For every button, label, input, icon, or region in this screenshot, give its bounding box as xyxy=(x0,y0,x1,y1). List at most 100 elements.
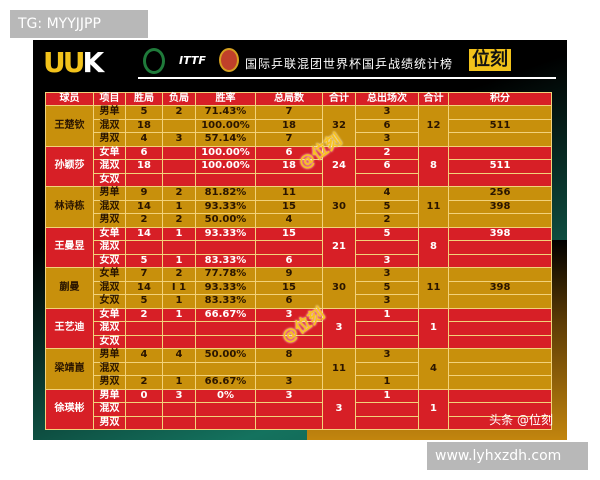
losses-cell: 2 xyxy=(162,267,196,282)
banner: UUK ITTF 国际乒联混团世界杯国乒战绩统计榜 位刻 xyxy=(33,40,567,90)
wins-cell: 6 xyxy=(125,145,163,160)
column-header: 总局数 xyxy=(255,92,323,106)
banner-title: 国际乒联混团世界杯国乒战绩统计榜 xyxy=(245,57,454,71)
points-cell xyxy=(448,267,552,282)
points-cell xyxy=(448,132,552,147)
event-cell: 男单 xyxy=(93,348,126,363)
games-cell: 6 xyxy=(255,253,323,268)
losses-cell xyxy=(162,172,196,187)
wins-cell: 18 xyxy=(125,159,163,174)
appearances-cell xyxy=(355,334,419,349)
table-row: 女双 5 1 83.33% 6 3 xyxy=(46,253,552,268)
event-cell: 男双 xyxy=(93,213,126,228)
win-rate-cell: 50.00% xyxy=(195,348,256,363)
appearances-cell: 3 xyxy=(355,348,419,363)
losses-cell xyxy=(162,118,196,133)
table-row: 蒯曼 女单 7 2 77.78% 9 30 3 11 xyxy=(45,267,552,309)
wins-cell: 5 xyxy=(125,294,163,309)
total-appearances-cell: 4 xyxy=(418,348,449,390)
event-cell: 混双 xyxy=(93,361,126,376)
appearances-cell: 2 xyxy=(355,213,419,228)
table-row: 女双 xyxy=(46,334,552,349)
win-rate-cell: 100.00% xyxy=(195,118,256,133)
table-row: 男双 4 3 57.14% 7 3 xyxy=(46,132,552,147)
losses-cell xyxy=(162,361,196,376)
points-cell: 398 xyxy=(448,280,552,295)
games-cell: 7 xyxy=(255,105,323,120)
uk-logo: UUK xyxy=(43,46,104,79)
world-cup-logo-icon xyxy=(143,48,165,74)
games-cell: 3 xyxy=(255,388,323,403)
player-name: 徐瑛彬 xyxy=(45,388,94,430)
losses-cell: 1 xyxy=(162,253,196,268)
wins-cell: 2 xyxy=(125,307,163,322)
win-rate-cell: 100.00% xyxy=(195,159,256,174)
wins-cell: 18 xyxy=(125,118,163,133)
points-cell xyxy=(448,213,552,228)
total-appearances-cell: 1 xyxy=(418,388,449,430)
event-cell: 男单 xyxy=(93,388,126,403)
win-rate-cell xyxy=(195,402,256,417)
appearances-cell: 6 xyxy=(355,118,419,133)
wins-cell: 14 xyxy=(125,280,163,295)
total-appearances-cell: 8 xyxy=(418,145,449,187)
losses-cell xyxy=(162,240,196,255)
total-games-cell: 3 xyxy=(322,388,356,430)
total-games-cell: 30 xyxy=(322,186,356,228)
losses-cell: 2 xyxy=(162,213,196,228)
column-header: 总出场次 xyxy=(355,92,419,106)
event-cell: 混双 xyxy=(93,280,126,295)
win-rate-cell: 93.33% xyxy=(195,226,256,241)
games-cell: 15 xyxy=(255,226,323,241)
win-rate-cell xyxy=(195,361,256,376)
event-cell: 男单 xyxy=(93,186,126,201)
player-name: 梁靖崑 xyxy=(45,348,94,390)
games-cell: 18 xyxy=(255,118,323,133)
total-games-cell: 11 xyxy=(322,348,356,390)
player-name: 林诗栋 xyxy=(45,186,94,228)
table-row: 女双 5 1 83.33% 6 3 xyxy=(46,294,552,309)
stats-image: UUK ITTF 国际乒联混团世界杯国乒战绩统计榜 位刻 球员 项目 胜局 负局 胜率总… xyxy=(33,40,567,440)
wins-cell: 2 xyxy=(125,375,163,390)
win-rate-cell: 66.67% xyxy=(195,375,256,390)
win-rate-cell: 83.33% xyxy=(195,253,256,268)
losses-cell xyxy=(162,145,196,160)
appearances-cell xyxy=(355,361,419,376)
win-rate-cell xyxy=(195,240,256,255)
losses-cell xyxy=(162,321,196,336)
table-row: 混双 xyxy=(46,361,552,376)
column-header: 项目 xyxy=(93,92,126,106)
losses-cell xyxy=(162,415,196,430)
games-cell xyxy=(255,321,323,336)
points-cell xyxy=(448,415,552,430)
wins-cell: 4 xyxy=(125,348,163,363)
games-cell: 4 xyxy=(255,213,323,228)
table-row: 王楚钦 男单 5 2 71.43% 7 32 3 12 xyxy=(45,105,552,147)
win-rate-cell: 93.33% xyxy=(195,199,256,214)
win-rate-cell: 77.78% xyxy=(195,267,256,282)
total-appearances-cell: 8 xyxy=(418,226,449,268)
appearances-cell: 3 xyxy=(355,105,419,120)
points-cell xyxy=(448,334,552,349)
wins-cell xyxy=(125,415,163,430)
points-cell xyxy=(448,145,552,160)
games-cell: 11 xyxy=(255,186,323,201)
table-row: 混双 18 100.00% 18 6 511 xyxy=(46,118,552,133)
losses-cell: 3 xyxy=(162,388,196,403)
points-cell xyxy=(448,402,552,417)
win-rate-cell xyxy=(195,334,256,349)
wins-cell: 2 xyxy=(125,213,163,228)
table-row: 混双 14 1 93.33% 15 5 398 xyxy=(46,199,552,214)
table-row: 林诗栋 男单 9 2 81.82% 11 30 4 11 256 xyxy=(45,186,552,228)
event-cell: 女单 xyxy=(93,226,126,241)
appearances-cell: 1 xyxy=(355,388,419,403)
column-header: 合计 xyxy=(418,92,449,106)
event-emblem-icon xyxy=(219,48,239,72)
appearances-cell: 5 xyxy=(355,226,419,241)
games-cell: 6 xyxy=(255,145,323,160)
table-row: 混双 xyxy=(46,240,552,255)
points-cell xyxy=(448,361,552,376)
games-cell: 6 xyxy=(255,294,323,309)
event-cell: 男双 xyxy=(93,415,126,430)
event-cell: 女双 xyxy=(93,294,126,309)
